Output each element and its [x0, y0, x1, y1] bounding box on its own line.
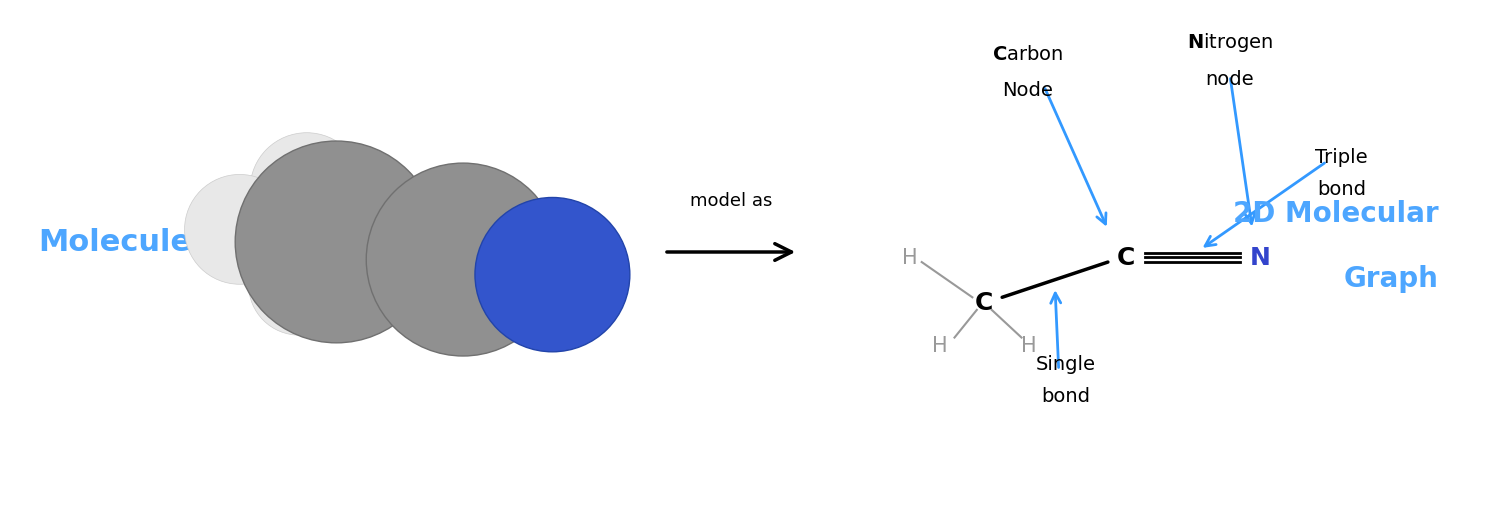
Text: Single: Single [1035, 354, 1097, 373]
Text: C: C [976, 291, 994, 315]
Text: model as: model as [689, 192, 773, 210]
Text: Molecule: Molecule [39, 228, 192, 257]
Ellipse shape [251, 133, 363, 246]
Ellipse shape [474, 198, 630, 352]
Ellipse shape [236, 142, 437, 343]
Text: H: H [1021, 335, 1037, 356]
Ellipse shape [185, 175, 295, 285]
Text: H: H [903, 247, 918, 268]
Text: 2D Molecular: 2D Molecular [1232, 199, 1438, 227]
Text: Node: Node [1003, 80, 1053, 99]
Ellipse shape [366, 164, 560, 357]
Text: H: H [932, 335, 947, 356]
Text: Triple: Triple [1316, 148, 1368, 167]
Text: bond: bond [1317, 180, 1367, 199]
Text: bond: bond [1041, 387, 1091, 406]
Text: Graph: Graph [1344, 265, 1438, 293]
Text: node: node [1206, 70, 1255, 89]
Text: $\bf{C}$arbon: $\bf{C}$arbon [992, 45, 1064, 64]
Text: $\bf{N}$itrogen: $\bf{N}$itrogen [1186, 31, 1273, 54]
Text: C: C [1116, 245, 1135, 270]
Text: N: N [1249, 245, 1270, 270]
Ellipse shape [249, 235, 349, 335]
